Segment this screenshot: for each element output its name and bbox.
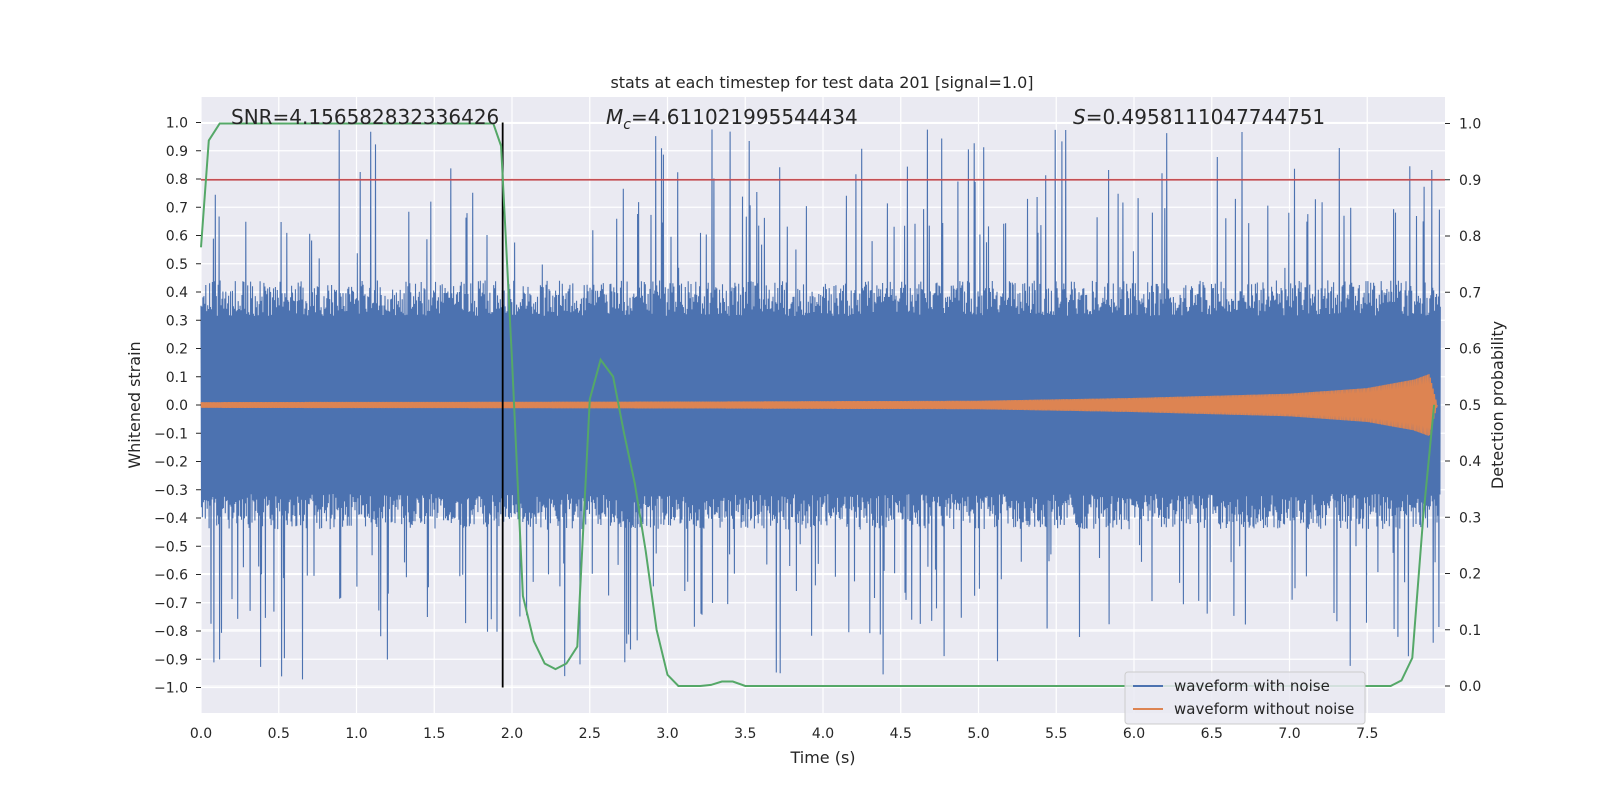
axis-ticks: 0.0 0.5 1.0 1.5 2.0 2.5 3.0 3.5 4.0 4.5 5.0 5.5 6.0 6… <box>154 116 1481 743</box>
y-left-tick-label: −0.1 <box>154 426 188 442</box>
y-right-tick-label: 0.0 <box>1459 679 1481 695</box>
y-right-tick-label: 1.0 <box>1459 117 1481 133</box>
y-left-tick-label: 0.3 <box>166 313 188 329</box>
y-left-tick-label: −0.9 <box>154 652 188 668</box>
s-value: =0.4958111047744751 <box>1086 105 1325 129</box>
clean-waveform-path <box>200 374 1438 436</box>
x-tick-label: 7.5 <box>1356 726 1378 742</box>
legend-label-noise: waveform with noise <box>1174 677 1330 695</box>
s-annotation: S=0.4958111047744751 <box>1073 105 1325 129</box>
y-right-tick-label: 0.1 <box>1459 623 1481 639</box>
chirp-mass-subscript: c <box>623 117 631 133</box>
legend-box <box>1124 671 1366 725</box>
x-tick-label: 6.0 <box>1123 726 1145 742</box>
x-tick-label: 2.5 <box>579 726 601 742</box>
x-tick-label: 5.0 <box>967 726 989 742</box>
y-left-tick-label: 0.2 <box>166 342 188 358</box>
y-right-tick-label: 0.3 <box>1459 510 1481 526</box>
y-right-tick-label: 0.6 <box>1459 342 1481 358</box>
y-right-tick-label: 0.5 <box>1459 398 1481 414</box>
x-tick-label: 5.5 <box>1045 726 1067 742</box>
x-tick-label: 1.0 <box>345 726 367 742</box>
y-left-tick-label: 0.5 <box>166 257 188 273</box>
y-right-tick-label: 0.9 <box>1459 173 1481 189</box>
x-tick-label: 3.5 <box>734 726 756 742</box>
x-tick-label: 0.0 <box>190 726 212 742</box>
y-left-tick-label: −0.7 <box>154 596 188 612</box>
chirp-mass-annotation: Mc=4.611021995544434 <box>606 105 858 133</box>
chirp-mass-symbol: M <box>606 105 623 129</box>
series-waveform-with-noise <box>200 129 1441 680</box>
legend: waveform with noise waveform without noi… <box>1124 671 1366 725</box>
x-tick-label: 0.5 <box>268 726 290 742</box>
x-tick-label: 3.0 <box>656 726 678 742</box>
x-axis-label: Time (s) <box>789 748 855 767</box>
y-left-tick-label: −0.8 <box>154 624 188 640</box>
y-left-tick-label: 0.1 <box>166 370 188 386</box>
y-left-tick-label: −0.3 <box>154 483 188 499</box>
x-tick-label: 2.0 <box>501 726 523 742</box>
y-right-tick-label: 0.2 <box>1459 567 1481 583</box>
y-left-tick-label: 0.9 <box>166 144 188 160</box>
y-left-tick-label: 0.0 <box>166 398 188 414</box>
y-left-tick-label: 0.7 <box>166 200 188 216</box>
x-tick-label: 4.5 <box>890 726 912 742</box>
y-right-tick-label: 0.4 <box>1459 454 1481 470</box>
chirp-mass-value: =4.611021995544434 <box>631 105 858 129</box>
y-left-tick-label: 0.6 <box>166 229 188 245</box>
x-tick-label: 6.5 <box>1201 726 1223 742</box>
y-left-tick-label: −1.0 <box>154 681 188 697</box>
snr-annotation: SNR=4.156582832336426 <box>231 105 499 129</box>
y-left-tick-label: −0.5 <box>154 539 188 555</box>
y-axis-label-right: Detection probability <box>1488 321 1507 489</box>
s-symbol: S <box>1073 105 1086 129</box>
x-tick-label: 7.0 <box>1278 726 1300 742</box>
y-left-tick-label: −0.2 <box>154 455 188 471</box>
x-tick-label: 4.0 <box>812 726 834 742</box>
y-left-tick-label: 0.4 <box>166 285 188 301</box>
y-right-tick-label: 0.8 <box>1459 229 1481 245</box>
noise-waveform-path <box>200 129 1441 680</box>
series-waveform-without-noise <box>200 374 1438 436</box>
y-left-tick-label: 1.0 <box>166 116 188 132</box>
y-right-tick-label: 0.7 <box>1459 285 1481 301</box>
legend-label-clean: waveform without noise <box>1174 700 1354 718</box>
y-left-tick-label: −0.4 <box>154 511 188 527</box>
y-axis-label-left: Whitened strain <box>125 341 144 468</box>
chart-title: stats at each timestep for test data 201… <box>610 73 1033 92</box>
y-left-tick-label: 0.8 <box>166 172 188 188</box>
y-left-tick-label: −0.6 <box>154 568 188 584</box>
x-tick-label: 1.5 <box>423 726 445 742</box>
